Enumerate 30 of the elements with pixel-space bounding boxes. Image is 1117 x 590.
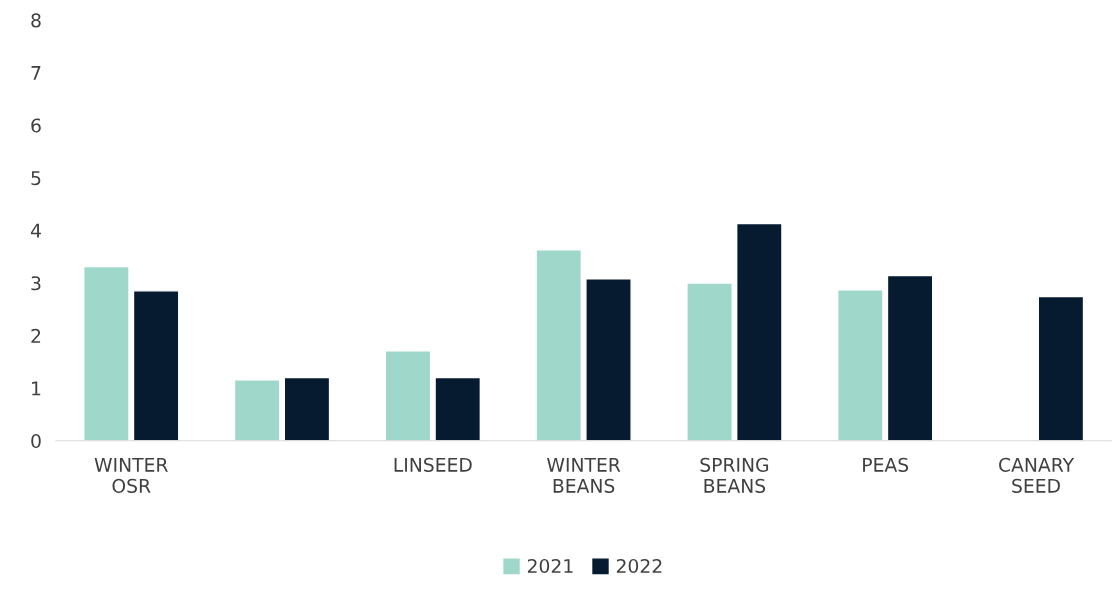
y-tick-label: 8: [31, 13, 41, 28]
bar: [434, 376, 482, 441]
legend-label: 2022: [616, 558, 662, 574]
bar: [83, 265, 130, 441]
x-tick-label: WINTER OSR: [94, 457, 168, 493]
bar: [283, 376, 331, 441]
y-tick-label: 3: [31, 276, 41, 291]
x-tick-label: WINTER BEANS: [547, 457, 621, 493]
y-tick-label: 7: [31, 66, 41, 80]
bar: [1037, 295, 1085, 441]
x-tick-label: LINSEED: [394, 457, 472, 472]
bar: [837, 289, 884, 441]
y-tick-label: 6: [31, 118, 41, 133]
bar: [384, 350, 432, 441]
x-tick-label: SPRING BEANS: [700, 457, 769, 493]
bar: [886, 274, 934, 441]
bar: [735, 222, 783, 441]
x-tick-label: PEAS: [863, 457, 909, 472]
x-tick-label: CANARY SEED: [999, 457, 1075, 493]
bar: [233, 379, 281, 441]
bar: [132, 290, 180, 441]
legend-label: 2021: [527, 558, 573, 574]
y-tick-label: 2: [31, 328, 41, 343]
y-tick-label: 5: [31, 171, 41, 186]
y-tick-label: 4: [30, 223, 41, 238]
bar: [535, 249, 583, 441]
y-tick-label: 1: [32, 381, 41, 396]
bar: [585, 278, 632, 441]
y-tick-label: 0: [31, 433, 41, 449]
bar: [686, 282, 733, 441]
